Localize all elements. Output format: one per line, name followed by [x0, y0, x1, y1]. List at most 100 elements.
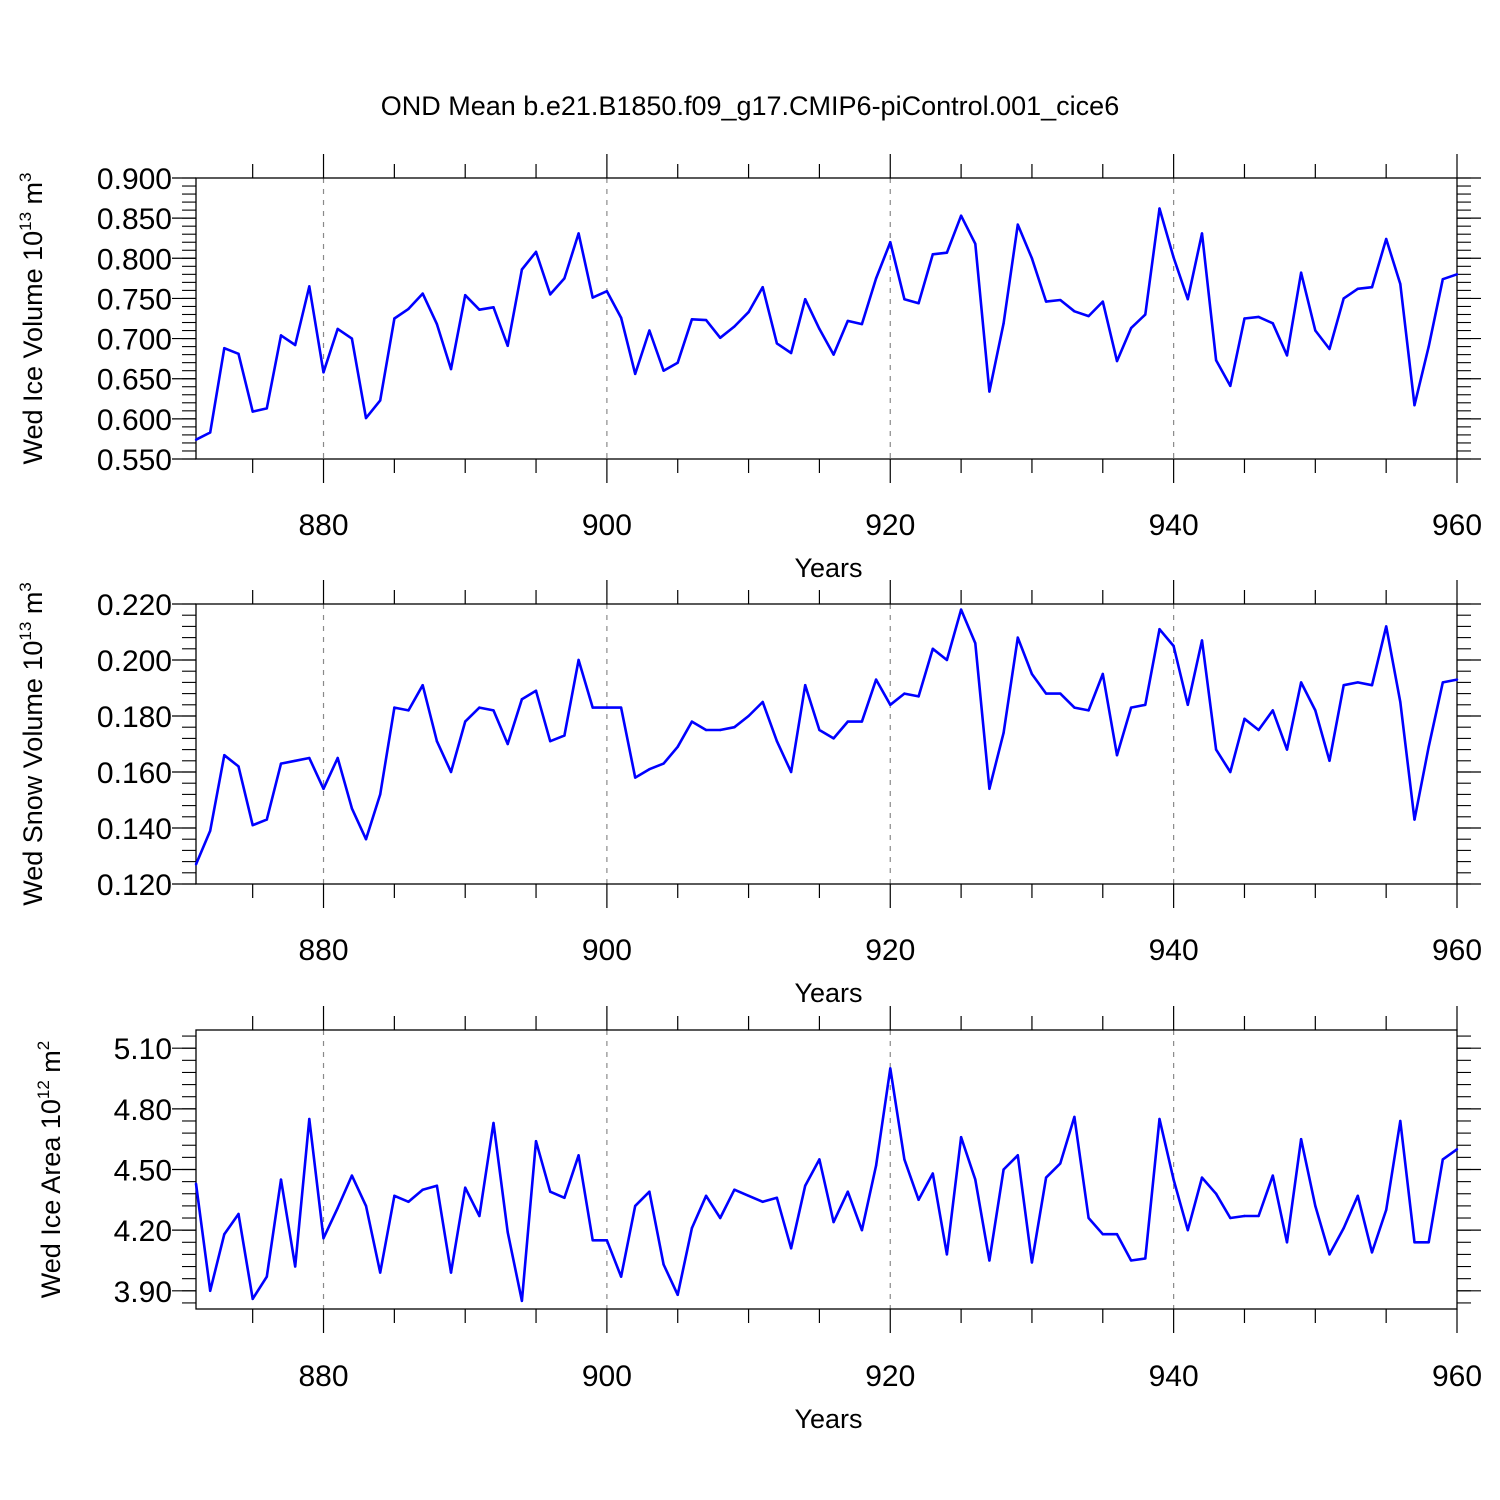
data-point	[917, 302, 920, 305]
data-point	[860, 720, 864, 723]
data-point	[1384, 625, 1388, 628]
data-point	[449, 1271, 453, 1274]
x-tick-label: 960	[1432, 934, 1482, 967]
data-point	[1370, 1251, 1374, 1254]
data-point	[1285, 748, 1289, 751]
data-point	[634, 776, 637, 779]
data-point	[1044, 300, 1048, 303]
data-point	[208, 431, 212, 434]
y-tick-label: 0.600	[97, 404, 172, 437]
data-point	[1271, 1174, 1275, 1177]
data-point	[1129, 706, 1133, 709]
data-point	[1186, 1228, 1189, 1232]
data-point	[1257, 728, 1260, 732]
x-tick-label: 920	[865, 1360, 915, 1393]
data-point	[534, 250, 538, 254]
data-point	[591, 296, 594, 299]
data-point	[464, 294, 467, 297]
data-point	[903, 692, 906, 695]
data-point	[279, 334, 283, 337]
data-point	[1200, 1176, 1204, 1179]
data-point	[293, 1265, 297, 1268]
data-point	[223, 1232, 226, 1236]
data-point	[1399, 1119, 1402, 1123]
data-point	[846, 720, 849, 723]
data-point	[1115, 1232, 1119, 1236]
data-point	[804, 684, 807, 687]
data-point	[1314, 329, 1317, 332]
data-point	[407, 1200, 410, 1204]
data-point	[265, 407, 269, 410]
data-point	[208, 829, 212, 832]
y-tick-label: 0.800	[97, 243, 172, 276]
data-point	[704, 318, 708, 322]
data-point	[1214, 1192, 1218, 1195]
data-point	[1073, 1115, 1076, 1119]
y-axis-label: Wed Snow Volume 1013 m3	[16, 582, 48, 906]
data-point	[591, 1239, 594, 1242]
x-tick-label: 960	[1432, 1360, 1482, 1393]
data-point	[1214, 748, 1218, 751]
data-point	[194, 1182, 198, 1185]
plot-frame	[195, 177, 1458, 460]
data-point	[690, 720, 694, 723]
data-point	[761, 285, 764, 289]
data-point	[860, 1228, 864, 1232]
data-point	[534, 689, 538, 692]
data-point	[1214, 359, 1218, 362]
x-tick-label: 920	[865, 934, 915, 967]
data-point	[903, 1158, 906, 1161]
data-point	[435, 740, 439, 743]
data-point	[279, 1178, 283, 1181]
data-point	[733, 325, 736, 328]
y-tick-label: 0.650	[97, 364, 172, 397]
data-point	[959, 1135, 963, 1139]
data-point	[293, 343, 297, 347]
series-line	[194, 1067, 1458, 1303]
data-point	[704, 728, 708, 732]
y-tick-label: 0.550	[97, 444, 172, 477]
data-point	[407, 709, 410, 712]
data-point	[619, 316, 623, 319]
data-point	[492, 1121, 495, 1125]
data-point	[237, 765, 240, 768]
data-point	[322, 787, 325, 790]
data-point	[605, 706, 609, 709]
y-tick-label: 0.700	[97, 324, 172, 357]
x-tick-label: 940	[1149, 1360, 1199, 1393]
data-point	[350, 1174, 354, 1177]
data-point	[1101, 300, 1104, 303]
y-tick-label: 4.50	[114, 1155, 172, 1188]
x-tick-label: 900	[582, 934, 632, 967]
panel-1: 880 900 920 940 960 0.550 0.600 0.650 0.700 0.750…	[16, 154, 1482, 583]
data-point	[577, 232, 580, 235]
data-point	[1370, 285, 1374, 289]
data-point	[1413, 818, 1416, 821]
data-point	[917, 695, 920, 698]
data-point	[1342, 1226, 1345, 1230]
data-point	[577, 658, 580, 662]
data-point	[818, 327, 821, 331]
data-point	[1002, 1168, 1005, 1171]
data-point	[1030, 257, 1034, 260]
data-point	[1101, 1232, 1104, 1236]
data-point	[1441, 681, 1445, 684]
plot-frame	[195, 603, 1458, 885]
data-point	[832, 1220, 835, 1224]
data-point	[1200, 639, 1204, 642]
x-tick-label: 960	[1432, 509, 1482, 542]
chart-title: OND Mean b.e21.B1850.f09_g17.CMIP6-piCon…	[381, 91, 1119, 121]
data-point	[520, 1299, 524, 1303]
data-point	[1002, 322, 1005, 325]
data-point	[690, 318, 694, 321]
data-point	[775, 740, 779, 743]
data-point	[308, 756, 311, 760]
data-point	[761, 1200, 764, 1204]
data-point	[889, 703, 892, 706]
x-axis-label: Years	[794, 553, 862, 583]
data-point	[1115, 754, 1119, 757]
data-point	[393, 1194, 396, 1197]
data-point	[1299, 271, 1303, 274]
data-point	[1427, 1241, 1430, 1244]
data-point	[818, 1158, 821, 1161]
